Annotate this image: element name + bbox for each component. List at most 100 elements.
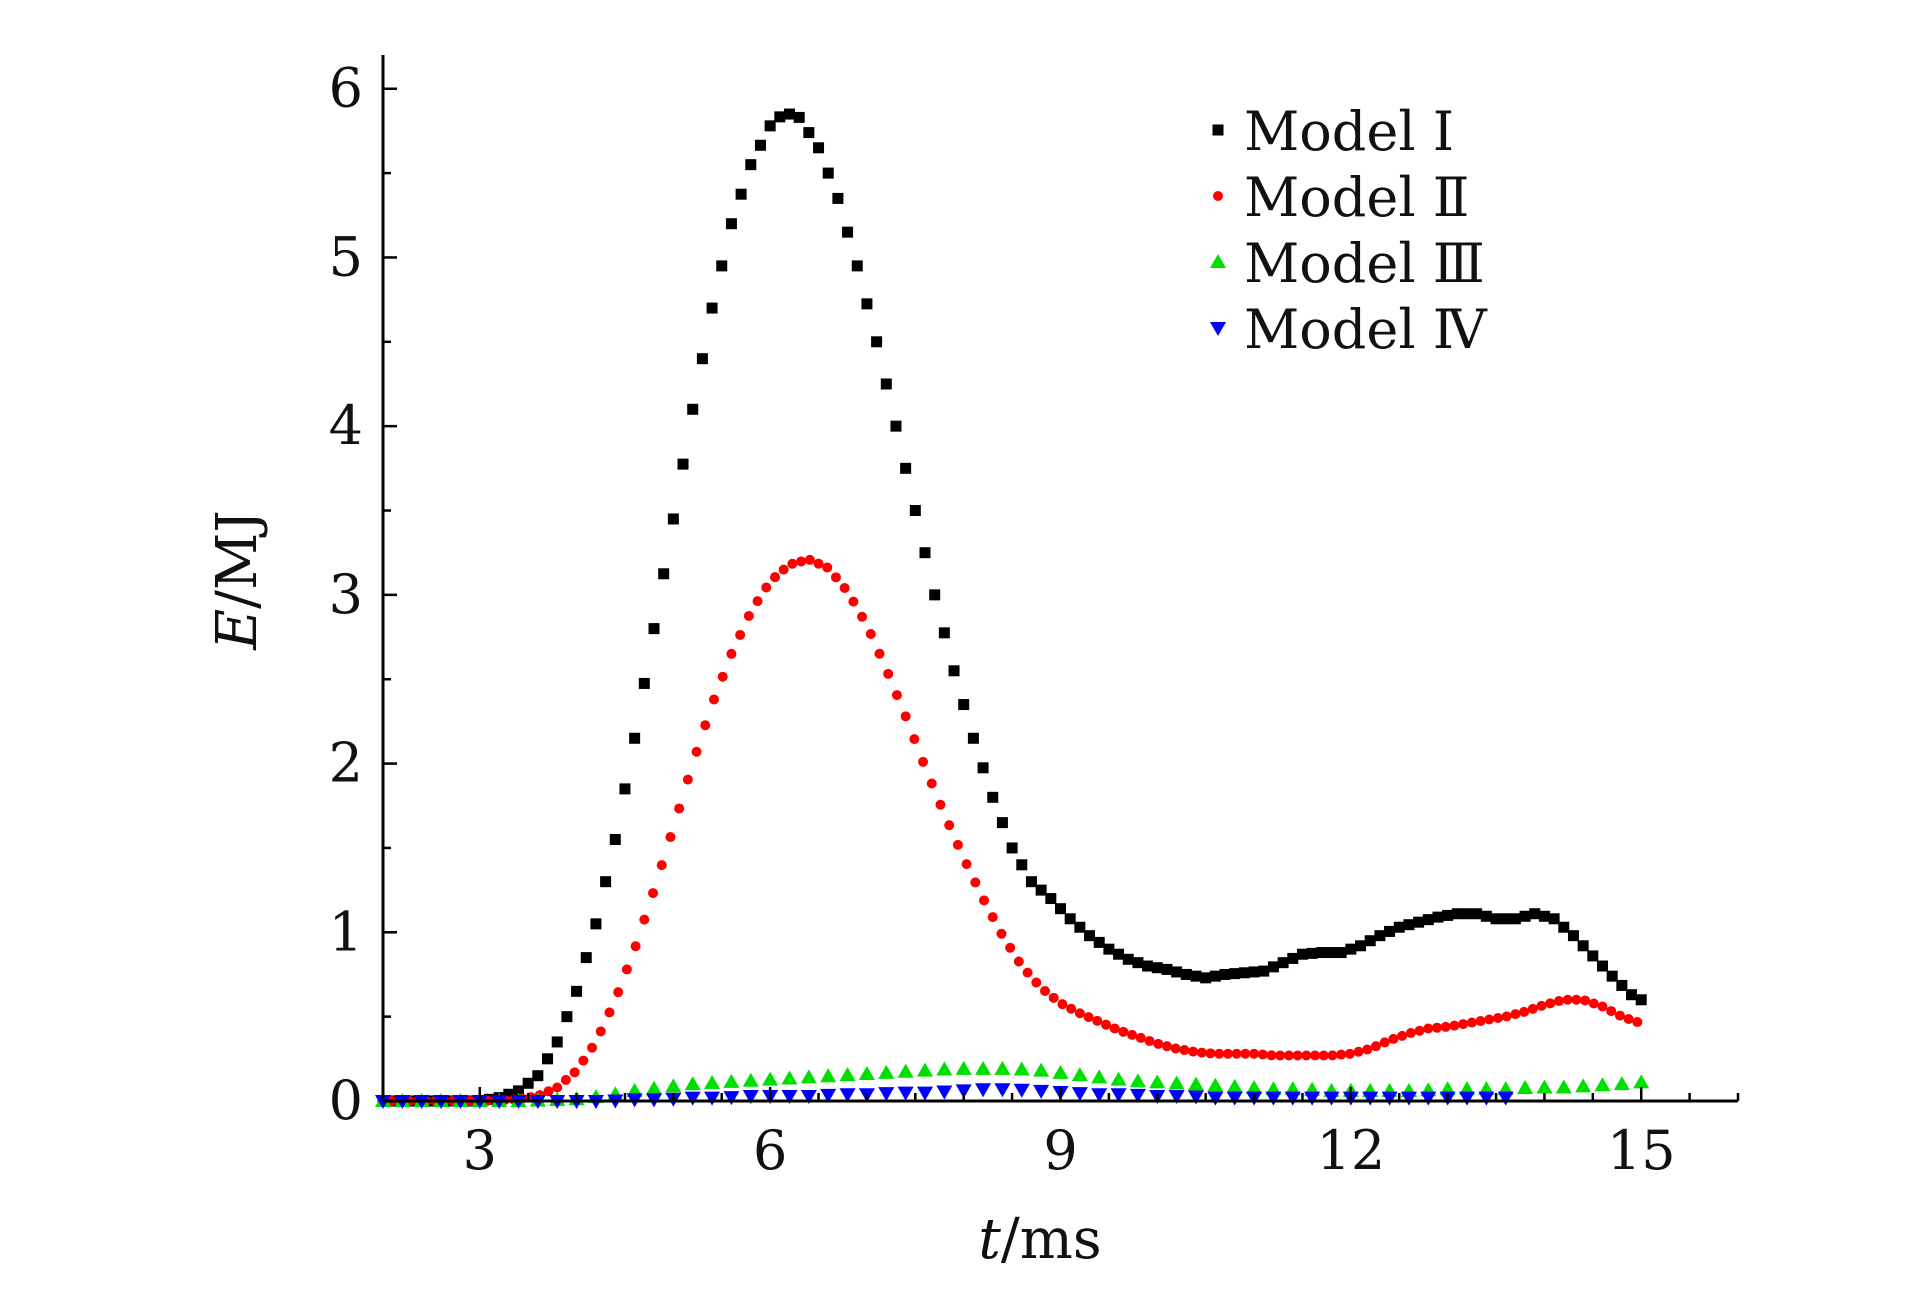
data-point (1240, 1048, 1251, 1059)
legend-label: Model Ⅲ (1244, 232, 1485, 295)
data-point (1040, 986, 1051, 997)
data-point (684, 1076, 701, 1091)
data-point (587, 1042, 598, 1053)
data-point (796, 556, 807, 567)
data-point (1575, 1078, 1592, 1093)
data-point (600, 876, 612, 888)
data-point (1122, 953, 1134, 965)
data-point (1170, 1043, 1181, 1054)
data-point (1190, 970, 1202, 982)
data-point (1118, 1026, 1129, 1037)
data-point (723, 1073, 740, 1088)
data-point (1048, 992, 1059, 1003)
data-point (891, 690, 902, 701)
data-point (1318, 1050, 1329, 1061)
data-point (674, 803, 685, 814)
data-point (725, 218, 737, 230)
data-point (1109, 1023, 1120, 1034)
data-point (1431, 1022, 1442, 1033)
data-point (1074, 1008, 1085, 1019)
data-point (897, 1063, 914, 1078)
data-point (958, 699, 970, 711)
data-point (709, 694, 720, 705)
data-point (1033, 1062, 1050, 1077)
data-point (1129, 1088, 1146, 1103)
data-point (1064, 913, 1076, 925)
data-point (975, 1060, 992, 1075)
data-point (629, 732, 641, 744)
data-point (1149, 1074, 1166, 1089)
data-point (778, 564, 789, 575)
x-tick-label: 6 (753, 1119, 787, 1182)
data-point (781, 1070, 798, 1085)
data-point (1606, 970, 1618, 982)
data-point (552, 1082, 563, 1093)
data-point (716, 260, 728, 272)
data-point (609, 834, 621, 845)
data-point (648, 623, 660, 635)
data-point (1632, 1017, 1643, 1028)
data-point (1151, 962, 1163, 974)
data-point (961, 859, 972, 870)
data-point (1384, 925, 1396, 937)
data-point (1153, 1038, 1164, 1049)
data-point (1144, 1035, 1155, 1046)
data-point (704, 1074, 721, 1089)
data-point (762, 1071, 779, 1086)
data-point (1142, 960, 1154, 972)
data-point (944, 820, 955, 831)
data-point (648, 888, 659, 899)
data-point (1168, 1089, 1185, 1104)
data-point (1283, 1050, 1294, 1061)
data-point (1501, 1011, 1512, 1022)
data-point (820, 1088, 837, 1103)
data-point (948, 665, 960, 677)
data-point (684, 1091, 701, 1106)
data-point (1246, 1080, 1263, 1095)
data-point (1045, 893, 1057, 905)
data-point (1013, 1061, 1030, 1076)
data-point (1336, 1049, 1347, 1060)
data-point (1497, 1091, 1514, 1106)
data-point (1226, 1091, 1243, 1106)
data-point (1161, 1041, 1172, 1052)
data-point (878, 1087, 895, 1102)
data-point (1100, 1019, 1111, 1030)
data-point (656, 860, 667, 871)
data-point (532, 1070, 544, 1082)
data-point (919, 547, 931, 559)
data-point (1405, 1028, 1416, 1039)
data-point (704, 1091, 721, 1106)
data-point (857, 611, 868, 622)
data-point (1091, 1088, 1108, 1103)
y-tick-label: 0 (329, 1069, 363, 1132)
data-point (1222, 1048, 1233, 1059)
data-point (1296, 948, 1308, 960)
data-point (1110, 1088, 1127, 1103)
data-point (1013, 1083, 1030, 1098)
data-point (1327, 1050, 1338, 1061)
data-point (1374, 930, 1386, 942)
data-point (1478, 1081, 1495, 1096)
data-point (952, 839, 963, 850)
data-point (1461, 908, 1473, 920)
data-point (1316, 947, 1328, 959)
data-point (1440, 1021, 1451, 1032)
data-point (955, 1084, 972, 1099)
data-point (665, 1078, 682, 1093)
data-point (677, 458, 689, 470)
data-point (626, 1082, 643, 1097)
data-point (1066, 1003, 1077, 1014)
data-point (878, 1064, 895, 1079)
data-point (861, 298, 873, 310)
data-point (1588, 998, 1599, 1009)
data-point (1623, 1014, 1634, 1025)
y-axis-unit: /MJ (205, 510, 270, 609)
data-point (1168, 1075, 1185, 1090)
data-point (800, 1089, 817, 1104)
data-point (735, 629, 746, 640)
data-point (1413, 916, 1425, 928)
data-point (813, 558, 824, 569)
data-point (1545, 998, 1556, 1009)
data-point (916, 1062, 934, 1077)
